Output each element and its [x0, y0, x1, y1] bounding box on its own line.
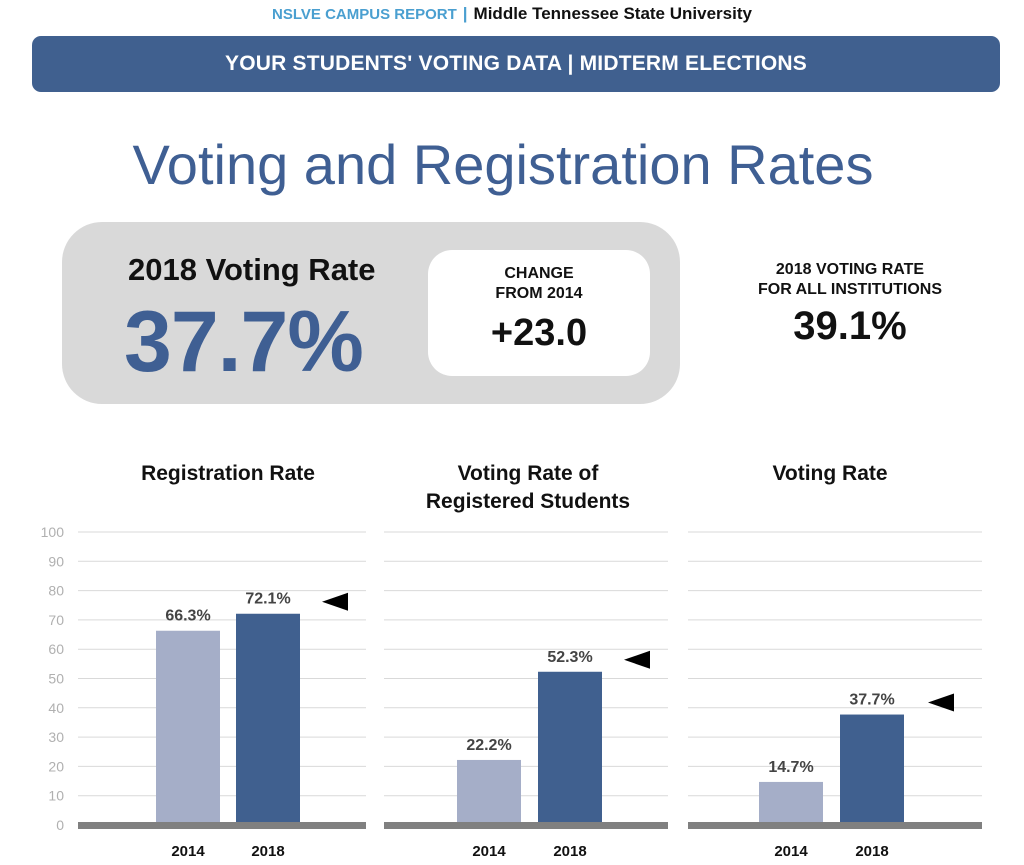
bar-2018	[236, 613, 300, 825]
university-name: Middle Tennessee State University	[473, 4, 752, 23]
x-category-label: 2018	[251, 843, 284, 860]
report-label: NSLVE CAMPUS REPORT	[272, 6, 457, 23]
all-institutions-line2: FOR ALL INSTITUTIONS	[758, 281, 942, 298]
bar-2014	[156, 630, 220, 825]
y-tick-label: 60	[48, 641, 64, 657]
data-label: 14.7%	[768, 759, 813, 776]
page-title: Voting and Registration Rates	[132, 133, 874, 196]
all-institutions-value: 39.1%	[793, 304, 907, 348]
y-tick-label: 40	[48, 700, 64, 716]
y-tick-label: 0	[56, 817, 64, 833]
y-tick-label: 50	[48, 671, 64, 687]
header-separator: |	[462, 4, 468, 23]
chart-baseline	[78, 822, 366, 829]
data-label: 52.3%	[547, 649, 592, 666]
x-category-label: 2014	[472, 843, 506, 860]
chart-title-line: Registration Rate	[141, 462, 315, 485]
x-category-label: 2018	[553, 843, 586, 860]
y-tick-label: 20	[48, 758, 64, 774]
bar-2018	[840, 714, 904, 825]
change-card: CHANGE FROM 2014 +23.0	[428, 250, 650, 376]
y-tick-label: 10	[48, 788, 64, 804]
change-label-line2: FROM 2014	[495, 285, 583, 302]
x-category-label: 2018	[855, 843, 888, 860]
all-institutions-stat: 2018 VOTING RATE FOR ALL INSTITUTIONS 39…	[730, 260, 970, 349]
all-institutions-line1: 2018 VOTING RATE	[775, 261, 925, 278]
chart-baseline	[688, 822, 982, 829]
y-tick-label: 90	[48, 553, 64, 569]
change-label: CHANGE FROM 2014	[428, 264, 650, 304]
bar-2014	[759, 781, 823, 825]
y-tick-label: 100	[41, 524, 65, 540]
voting-rate-label: 2018 Voting Rate	[128, 252, 376, 287]
data-label: 66.3%	[165, 608, 210, 625]
pointer-arrow-icon	[624, 650, 650, 669]
report-header: NSLVE CAMPUS REPORT | Middle Tennessee Sta…	[0, 4, 1024, 24]
y-tick-label: 30	[48, 729, 64, 745]
banner-text: YOUR STUDENTS' VOTING DATA | MIDTERM ELE…	[224, 52, 807, 75]
change-value: +23.0	[490, 312, 588, 354]
section-banner: YOUR STUDENTS' VOTING DATA | MIDTERM ELE…	[32, 36, 1000, 92]
voting-rate-value: 37.7%	[124, 294, 364, 390]
chart-baseline	[384, 822, 668, 829]
data-label: 72.1%	[245, 591, 290, 608]
pointer-arrow-icon	[322, 592, 348, 611]
bar-2014	[457, 759, 521, 825]
data-label: 37.7%	[849, 692, 894, 709]
x-category-label: 2014	[171, 843, 205, 860]
y-tick-label: 70	[48, 612, 64, 628]
chart-title-line: Voting Rate of	[458, 462, 600, 485]
y-tick-label: 80	[48, 583, 64, 599]
change-label-line1: CHANGE	[504, 265, 574, 282]
data-label: 22.2%	[466, 737, 511, 754]
bar-2018	[538, 671, 602, 825]
pointer-arrow-icon	[928, 693, 954, 712]
chart-title-line: Registered Students	[426, 490, 630, 513]
x-category-label: 2014	[774, 843, 808, 860]
chart-title-line: Voting Rate	[772, 462, 887, 485]
all-institutions-label: 2018 VOTING RATE FOR ALL INSTITUTIONS	[730, 260, 970, 300]
